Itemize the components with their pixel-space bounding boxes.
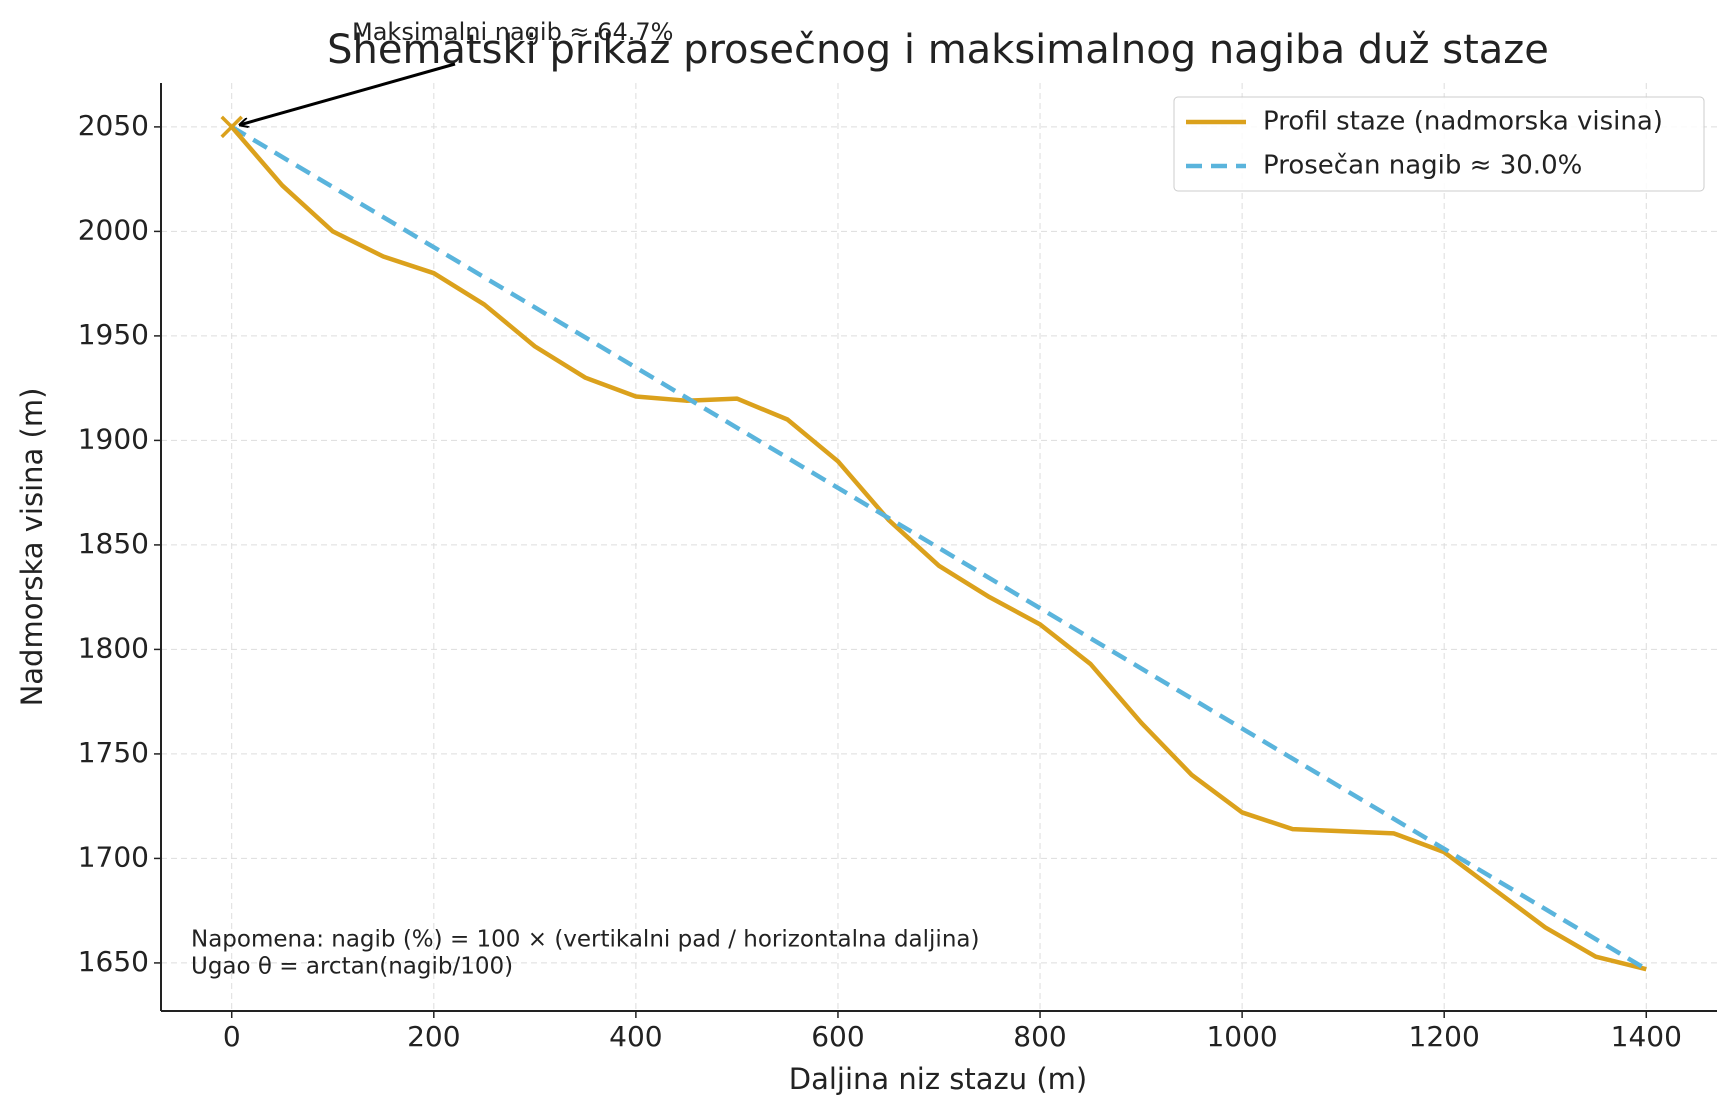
y-tick-label: 1800 xyxy=(78,631,149,664)
x-tick-label: 800 xyxy=(1013,1020,1066,1053)
x-tick-label: 400 xyxy=(609,1020,662,1053)
legend-box xyxy=(1173,96,1705,192)
y-tick-label: 1950 xyxy=(78,318,149,351)
legend-label: Prosečan nagib ≈ 30.0% xyxy=(1263,151,1582,181)
x-tick-label: 1000 xyxy=(1206,1020,1277,1053)
note-text: Ugao θ = arctan(nagib/100) xyxy=(191,954,513,980)
legend-label: Profil staze (nadmorska visina) xyxy=(1263,107,1663,137)
y-tick-label: 1750 xyxy=(78,736,149,769)
y-tick-label: 1900 xyxy=(78,422,149,455)
y-tick-label: 1650 xyxy=(78,945,149,978)
x-tick-label: 0 xyxy=(223,1020,241,1053)
annotation-text: Maksimalni nagib ≈ 64.7% xyxy=(352,18,673,46)
x-tick-label: 200 xyxy=(407,1020,460,1053)
x-axis-label: Daljina niz stazu (m) xyxy=(789,1062,1087,1096)
x-tick-label: 1200 xyxy=(1409,1020,1480,1053)
y-axis-label: Nadmorska visina (m) xyxy=(15,388,49,707)
y-tick-label: 2050 xyxy=(78,109,149,142)
line-series xyxy=(230,125,1647,972)
y-tick-label: 1700 xyxy=(78,840,149,873)
annotation-arrow xyxy=(240,62,456,125)
chart-title: Shematski prikaz prosečnog i maksimalnog… xyxy=(327,27,1549,73)
y-tick-label: 1850 xyxy=(78,527,149,560)
y-tick-label: 2000 xyxy=(78,213,149,246)
note-text: Napomena: nagib (%) = 100 × (vertikalni … xyxy=(191,927,979,953)
x-tick-label: 600 xyxy=(811,1020,864,1053)
line-series xyxy=(230,124,1648,972)
x-tick-label: 1400 xyxy=(1611,1020,1682,1053)
